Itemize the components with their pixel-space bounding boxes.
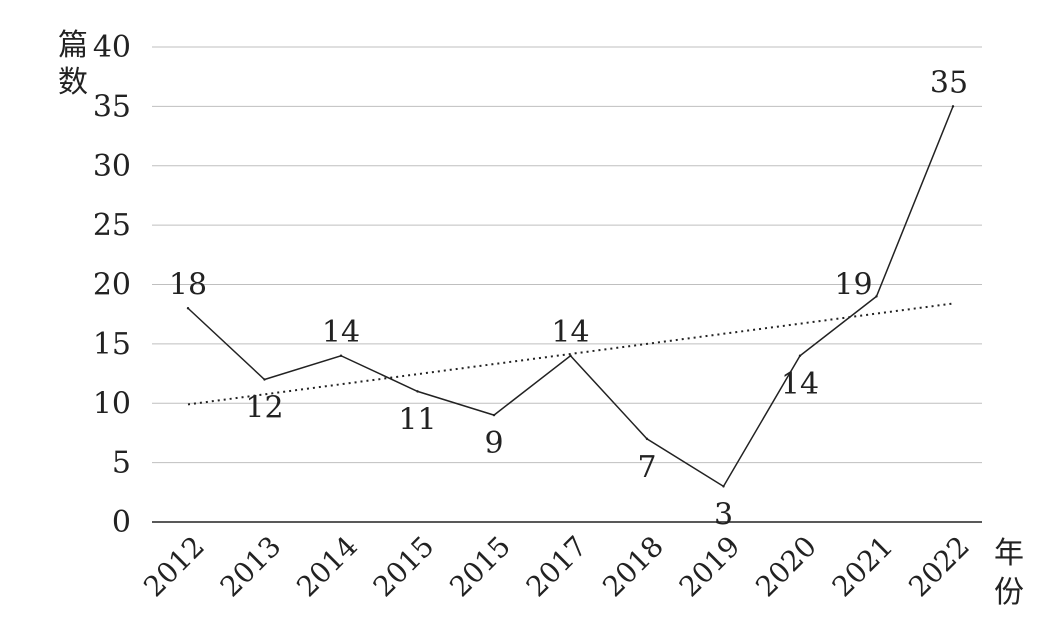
y-axis-title-char-2: 数: [58, 65, 88, 100]
x-tick-label: 2018: [596, 530, 670, 604]
x-tick-label: 2020: [749, 530, 823, 604]
data-label: 14: [781, 367, 819, 402]
x-axis-ticks: 2012 2013 2014 2015 2015 2017 2018 2019 2020 2021…: [137, 530, 976, 604]
x-tick-label: 2015: [367, 530, 441, 604]
x-tick-label: 2013: [214, 530, 288, 604]
y-tick-label: 40: [93, 30, 131, 65]
y-tick-label: 25: [93, 208, 131, 243]
data-label: 3: [714, 497, 733, 532]
x-axis-title-char-2: 份: [994, 575, 1024, 610]
y-tick-label: 5: [112, 446, 131, 481]
x-tick-label: 2019: [673, 530, 747, 604]
x-tick-label: 2017: [520, 530, 594, 604]
data-labels: 18 12 14 11 9 14 7 3 14 19 35: [169, 65, 968, 532]
gridlines: [152, 46, 982, 464]
data-point: [875, 295, 878, 298]
y-tick-label: 0: [112, 505, 131, 540]
x-tick-label: 2015: [443, 530, 517, 604]
trendline: [187, 302, 954, 406]
x-axis-title-char-1: 年: [994, 536, 1024, 571]
data-point: [339, 354, 343, 357]
data-point: [798, 354, 802, 357]
y-tick-label: 10: [93, 386, 131, 421]
y-axis-title-char-1: 篇: [58, 28, 88, 63]
data-points: [186, 105, 955, 488]
y-tick-label: 35: [93, 89, 131, 124]
data-label: 7: [637, 450, 656, 485]
data-point: [492, 413, 496, 417]
data-point: [263, 378, 266, 381]
x-tick-label: 2021: [826, 530, 900, 604]
x-tick-label: 2022: [902, 530, 976, 604]
data-label: 19: [834, 267, 872, 302]
data-point: [951, 105, 955, 108]
x-tick-label: 2012: [137, 530, 211, 604]
data-label: 18: [169, 267, 207, 302]
data-label: 14: [322, 315, 360, 350]
data-point: [569, 354, 572, 357]
x-tick-label: 2014: [290, 530, 364, 604]
data-label: 12: [245, 391, 283, 426]
y-tick-label: 20: [93, 268, 131, 303]
data-label: 9: [484, 426, 503, 461]
data-point: [186, 307, 190, 310]
data-point: [722, 485, 725, 488]
data-point: [416, 390, 419, 393]
data-label: 11: [398, 402, 436, 437]
data-label: 14: [551, 315, 589, 350]
data-label: 35: [930, 65, 968, 100]
data-point: [645, 437, 649, 441]
y-tick-label: 15: [93, 327, 131, 362]
y-tick-label: 30: [93, 149, 131, 184]
y-axis-ticks: 0 5 10 15 20 25 30 35 40: [93, 30, 131, 540]
